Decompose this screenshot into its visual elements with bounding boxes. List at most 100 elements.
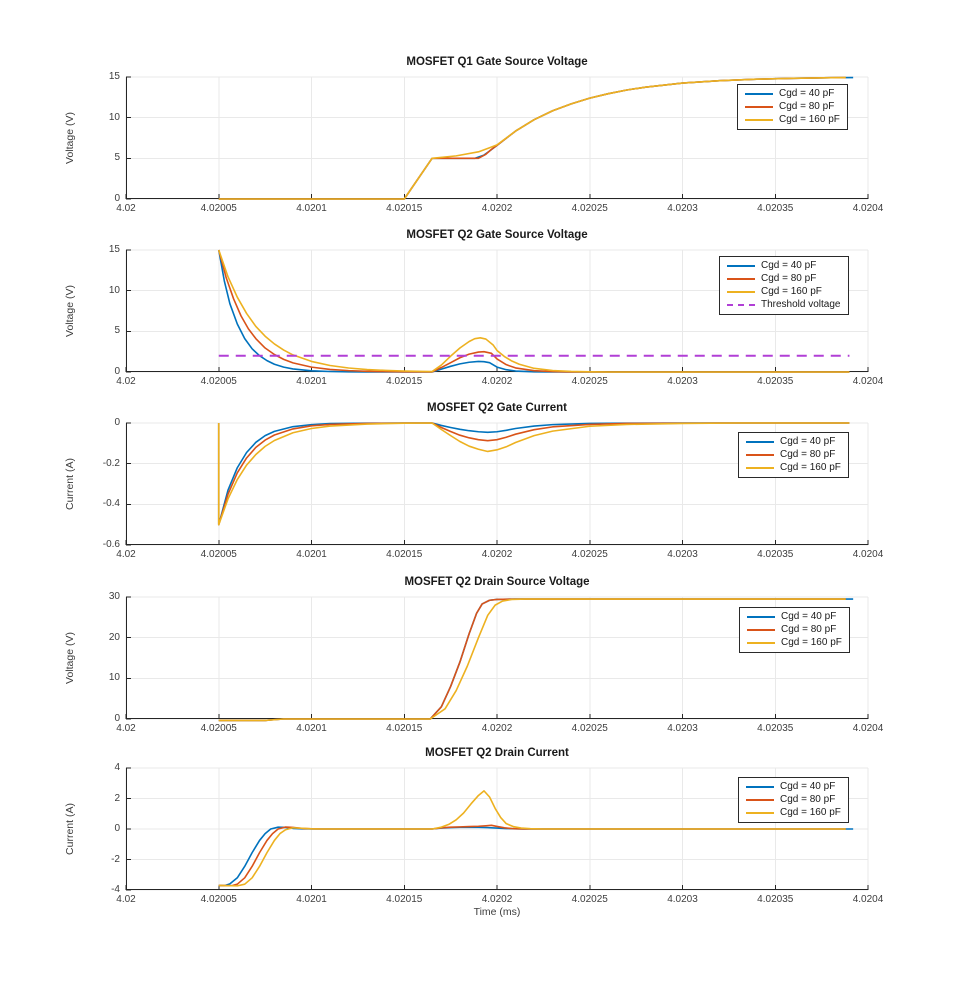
legend-item: Cgd = 80 pF — [746, 794, 841, 807]
plot-area — [125, 767, 869, 891]
x-tick-label: 4.02005 — [200, 203, 237, 214]
legend-item: Cgd = 40 pF — [745, 88, 840, 101]
legend-label: Cgd = 160 pF — [779, 113, 840, 125]
y-tick-label: 10 — [108, 672, 120, 684]
y-tick-label: -4 — [111, 884, 120, 895]
legend-label: Cgd = 80 pF — [761, 273, 817, 285]
x-tick-label: 4.0201 — [296, 376, 327, 387]
x-tick-label: 4.0201 — [296, 723, 327, 734]
y-tick-label: 15 — [108, 71, 120, 82]
y-tick-label: 4 — [114, 762, 120, 773]
x-tick-label: 4.0201 — [296, 549, 327, 560]
legend-item: Cgd = 40 pF — [747, 611, 842, 624]
legend-item: Cgd = 160 pF — [747, 637, 842, 650]
chart-q2-gate-source-voltage: MOSFET Q2 Gate Source Voltage Voltage (V… — [64, 229, 883, 387]
legend-line-swatch — [747, 629, 775, 632]
chart-title: MOSFET Q2 Drain Current — [425, 747, 569, 759]
legend-item: Cgd = 80 pF — [747, 624, 842, 637]
y-axis-label: Voltage (V) — [64, 112, 77, 164]
x-tick-label: 4.0202 — [481, 894, 513, 905]
legend-item: Cgd = 40 pF — [727, 260, 841, 273]
legend-line-swatch — [727, 278, 755, 281]
y-tick-label: 0 — [114, 417, 120, 428]
y-tick-label: 5 — [114, 152, 120, 164]
x-tick-label: 4.02035 — [757, 203, 794, 214]
legend-line-swatch — [747, 641, 775, 644]
y-tick-label: -0.2 — [102, 457, 120, 469]
chart-title: MOSFET Q2 Gate Current — [427, 402, 567, 414]
legend-line-swatch — [745, 93, 773, 96]
plot-area — [125, 422, 869, 546]
legend-item: Cgd = 80 pF — [727, 273, 841, 286]
legend-label: Cgd = 40 pF — [761, 260, 817, 272]
chart-q2-drain-source-voltage: MOSFET Q2 Drain Source Voltage Voltage (… — [64, 576, 883, 734]
legend-line-swatch — [727, 303, 755, 306]
x-tick-label: 4.02015 — [386, 376, 423, 387]
y-tick-label: 5 — [114, 325, 120, 337]
x-tick-label: 4.02 — [116, 549, 136, 560]
y-tick-label: 10 — [108, 284, 120, 296]
chart-title: MOSFET Q1 Gate Source Voltage — [406, 56, 588, 68]
x-tick-label: 4.02015 — [386, 723, 423, 734]
y-axis-label: Current (A) — [64, 803, 76, 855]
legend-line-swatch — [746, 454, 774, 457]
x-tick-label: 4.0203 — [667, 549, 698, 560]
y-tick-label: -0.6 — [102, 539, 120, 550]
x-tick-label: 4.0202 — [481, 376, 513, 387]
series-line — [218, 598, 846, 722]
x-tick-label: 4.02 — [116, 376, 136, 387]
legend-item: Cgd = 40 pF — [746, 781, 841, 794]
x-tick-label: 4.02015 — [386, 203, 423, 214]
series-line — [218, 76, 846, 200]
legend: Cgd = 40 pF Cgd = 80 pF Cgd = 160 pF — [739, 607, 850, 654]
x-tick-label: 4.02005 — [200, 894, 237, 905]
legend-line-swatch — [746, 811, 774, 814]
legend-label: Cgd = 40 pF — [781, 611, 837, 623]
y-tick-label: 2 — [114, 792, 120, 804]
x-tick-label: 4.02005 — [200, 549, 237, 560]
x-tick-label: 4.0204 — [852, 894, 884, 905]
legend-line-swatch — [727, 290, 755, 293]
legend-line-swatch — [746, 799, 774, 802]
y-tick-label: 0 — [114, 366, 120, 377]
y-tick-label: 15 — [108, 244, 120, 255]
x-tick-label: 4.0202 — [481, 203, 513, 214]
series-line — [217, 422, 850, 526]
legend-label: Cgd = 40 pF — [780, 436, 836, 448]
legend-item: Cgd = 160 pF — [746, 807, 841, 820]
y-axis-label: Voltage (V) — [64, 632, 77, 684]
legend-line-swatch — [746, 466, 774, 469]
x-tick-label: 4.02035 — [757, 376, 794, 387]
chart-q2-gate-current: MOSFET Q2 Gate Current Current (A) 0 -0.2… — [64, 402, 883, 560]
x-tick-label: 4.0203 — [667, 203, 698, 214]
series-line — [218, 824, 846, 887]
x-tick-label: 4.02025 — [571, 723, 608, 734]
series-line — [218, 826, 854, 887]
legend-item: Cgd = 40 pF — [746, 436, 841, 449]
x-tick-label: 4.02015 — [386, 894, 423, 905]
x-tick-label: 4.02 — [116, 723, 136, 734]
legend-label: Cgd = 160 pF — [780, 461, 841, 473]
y-tick-label: 10 — [108, 111, 120, 123]
chart-q2-drain-current: MOSFET Q2 Drain Current Current (A) -4 -2… — [64, 747, 883, 905]
legend: Cgd = 40 pF Cgd = 80 pF Cgd = 160 pF — [738, 432, 849, 479]
legend-label: Cgd = 80 pF — [780, 794, 836, 806]
x-tick-label: 4.0201 — [296, 203, 327, 214]
legend-label: Cgd = 80 pF — [780, 449, 836, 461]
legend-label: Cgd = 80 pF — [779, 101, 835, 113]
x-tick-label: 4.0201 — [296, 894, 327, 905]
x-axis-label: Time (ms) — [473, 906, 521, 918]
legend-label: Cgd = 40 pF — [779, 88, 835, 100]
y-tick-label: 20 — [108, 631, 120, 643]
y-tick-label: -2 — [111, 853, 120, 865]
legend: Cgd = 40 pF Cgd = 80 pF Cgd = 160 pF Thresh… — [719, 256, 849, 316]
y-tick-label: 0 — [114, 713, 120, 724]
x-tick-label: 4.0204 — [852, 203, 884, 214]
x-tick-label: 4.0203 — [667, 894, 698, 905]
x-tick-label: 4.02 — [116, 894, 136, 905]
series-line — [218, 790, 846, 887]
legend-line-swatch — [727, 265, 755, 268]
chart-title: MOSFET Q2 Gate Source Voltage — [406, 229, 588, 241]
legend-item: Cgd = 160 pF — [746, 462, 841, 475]
